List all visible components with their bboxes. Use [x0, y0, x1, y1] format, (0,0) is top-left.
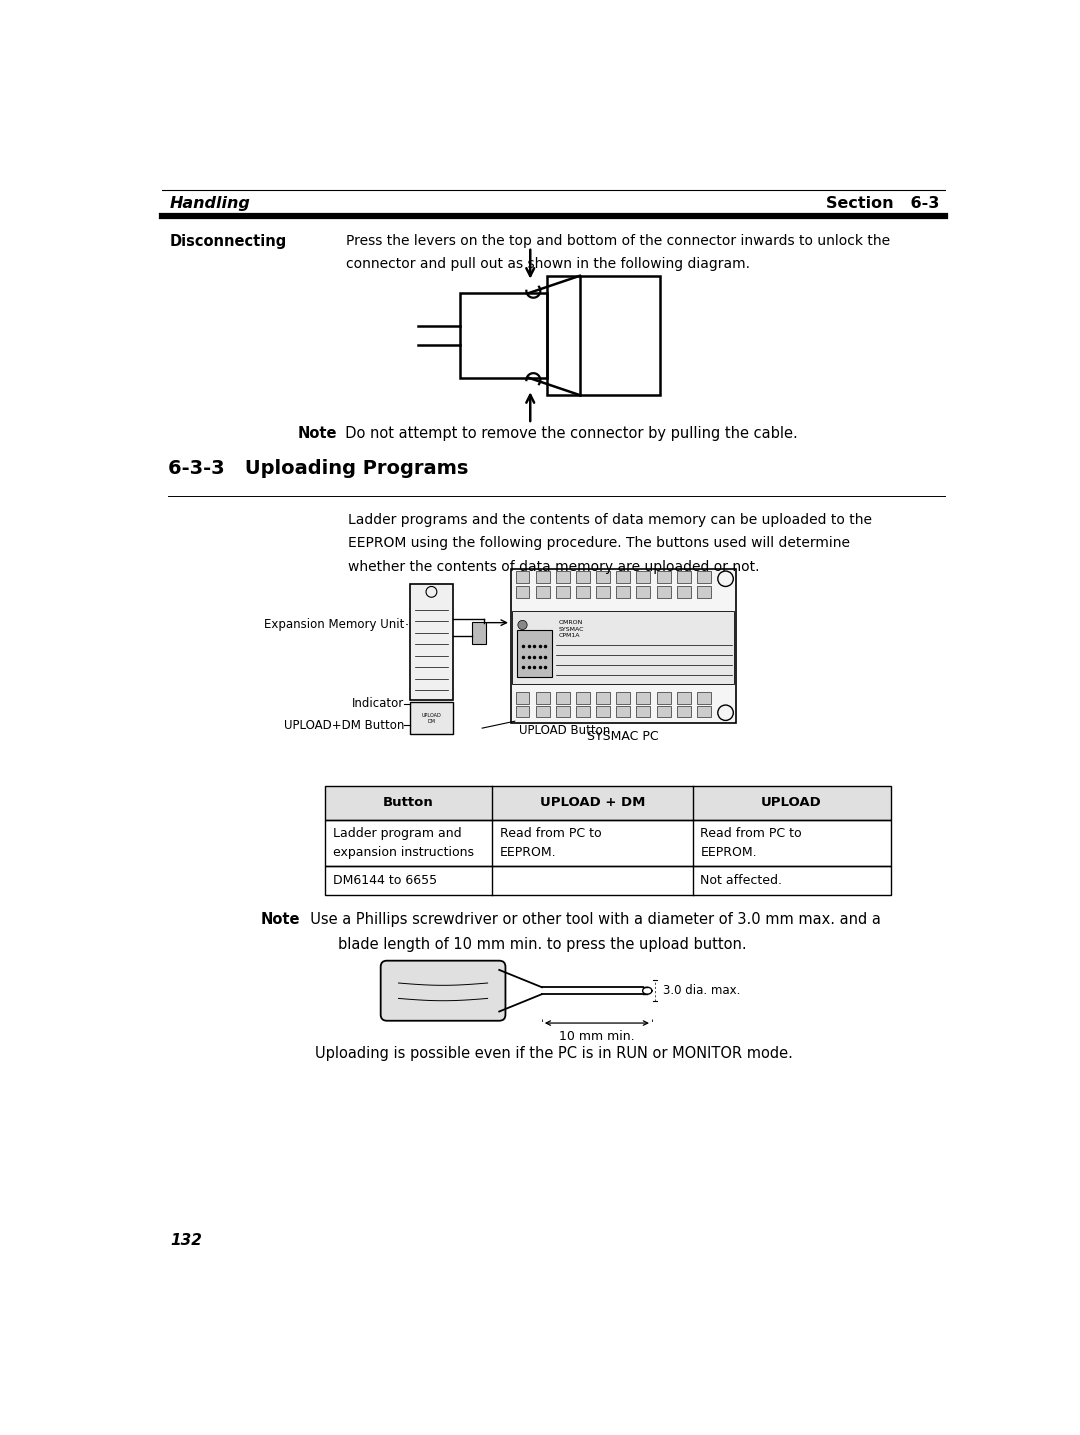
Text: connector and pull out as shown in the following diagram.: connector and pull out as shown in the f…	[346, 257, 750, 271]
Text: Indicator: Indicator	[352, 697, 404, 710]
Bar	[697, 706, 711, 718]
Bar	[517, 630, 552, 676]
Text: Read from PC to: Read from PC to	[700, 828, 802, 841]
Bar	[657, 571, 671, 583]
Text: 10 mm min.: 10 mm min.	[559, 1030, 635, 1043]
Bar	[515, 587, 529, 598]
Text: Do not attempt to remove the connector by pulling the cable.: Do not attempt to remove the connector b…	[337, 426, 798, 442]
Bar	[536, 571, 550, 583]
Bar	[536, 692, 550, 703]
Bar	[576, 706, 590, 718]
Text: EEPROM.: EEPROM.	[500, 847, 556, 860]
FancyBboxPatch shape	[380, 960, 505, 1020]
Circle shape	[517, 662, 527, 672]
Bar	[460, 293, 548, 377]
Text: Note: Note	[260, 913, 300, 927]
Bar	[677, 706, 691, 718]
Bar	[576, 571, 590, 583]
Bar	[325, 865, 891, 895]
Text: blade length of 10 mm min. to press the upload button.: blade length of 10 mm min. to press the …	[301, 937, 746, 951]
Text: Uploading is possible even if the PC is in RUN or MONITOR mode.: Uploading is possible even if the PC is …	[314, 1046, 793, 1060]
Text: EEPROM.: EEPROM.	[700, 847, 757, 860]
Bar	[596, 571, 610, 583]
Bar	[677, 692, 691, 703]
Bar	[410, 584, 453, 700]
Circle shape	[517, 649, 527, 657]
Bar	[556, 571, 570, 583]
Bar	[596, 706, 610, 718]
Bar	[677, 587, 691, 598]
Bar	[617, 706, 631, 718]
Bar	[515, 706, 529, 718]
Bar	[556, 706, 570, 718]
Bar	[511, 568, 735, 723]
Bar	[697, 587, 711, 598]
Bar	[576, 587, 590, 598]
Text: UPLOAD+DM Button: UPLOAD+DM Button	[284, 719, 404, 732]
Bar	[617, 692, 631, 703]
Bar	[410, 702, 453, 735]
Bar	[617, 571, 631, 583]
Text: Read from PC to: Read from PC to	[500, 828, 602, 841]
Text: UPLOAD + DM: UPLOAD + DM	[540, 796, 645, 809]
Bar	[617, 587, 631, 598]
Bar	[697, 571, 711, 583]
Text: expansion instructions: expansion instructions	[333, 847, 474, 860]
Bar	[636, 587, 650, 598]
Bar	[536, 706, 550, 718]
Text: Use a Phillips screwdriver or other tool with a diameter of 3.0 mm max. and a: Use a Phillips screwdriver or other tool…	[301, 913, 880, 927]
Bar	[657, 587, 671, 598]
Text: UPLOAD: UPLOAD	[761, 796, 822, 809]
Text: whether the contents of data memory are uploaded or not.: whether the contents of data memory are …	[348, 560, 759, 574]
Bar	[596, 587, 610, 598]
Text: 132: 132	[170, 1233, 202, 1248]
Bar	[636, 571, 650, 583]
Bar	[657, 692, 671, 703]
Bar	[556, 587, 570, 598]
Text: Ladder program and: Ladder program and	[333, 828, 461, 841]
Bar	[548, 276, 660, 395]
Text: UPLOAD
DM: UPLOAD DM	[421, 713, 442, 723]
Bar	[515, 692, 529, 703]
Circle shape	[517, 620, 527, 630]
Bar	[515, 571, 529, 583]
Text: 6-3-3   Uploading Programs: 6-3-3 Uploading Programs	[167, 459, 468, 478]
Text: Section   6-3: Section 6-3	[826, 195, 940, 211]
Bar	[325, 786, 891, 819]
Text: Disconnecting: Disconnecting	[170, 234, 287, 248]
Text: Not affected.: Not affected.	[700, 874, 782, 887]
Text: SYSMAC PC: SYSMAC PC	[588, 730, 659, 743]
Text: Button: Button	[383, 796, 434, 809]
Bar	[512, 611, 734, 684]
Text: Note: Note	[298, 426, 337, 442]
Bar	[472, 623, 486, 644]
Bar	[596, 692, 610, 703]
Text: Ladder programs and the contents of data memory can be uploaded to the: Ladder programs and the contents of data…	[348, 514, 873, 527]
Bar	[657, 706, 671, 718]
Bar	[576, 692, 590, 703]
Bar	[636, 706, 650, 718]
Bar	[556, 692, 570, 703]
Text: Expansion Memory Unit: Expansion Memory Unit	[264, 618, 404, 631]
Text: DM6144 to 6655: DM6144 to 6655	[333, 874, 436, 887]
Text: Handling: Handling	[170, 195, 251, 211]
Bar	[325, 819, 891, 865]
Text: Press the levers on the top and bottom of the connector inwards to unlock the: Press the levers on the top and bottom o…	[346, 234, 890, 248]
Bar	[636, 692, 650, 703]
Bar	[697, 692, 711, 703]
Text: EEPROM using the following procedure. The buttons used will determine: EEPROM using the following procedure. Th…	[348, 537, 850, 551]
Text: OMRON
SYSMAC
CPM1A: OMRON SYSMAC CPM1A	[559, 620, 584, 637]
Bar	[536, 587, 550, 598]
Bar	[677, 571, 691, 583]
Text: UPLOAD Button: UPLOAD Button	[518, 725, 610, 738]
Circle shape	[517, 634, 527, 643]
Text: 3.0 dia. max.: 3.0 dia. max.	[663, 984, 740, 997]
